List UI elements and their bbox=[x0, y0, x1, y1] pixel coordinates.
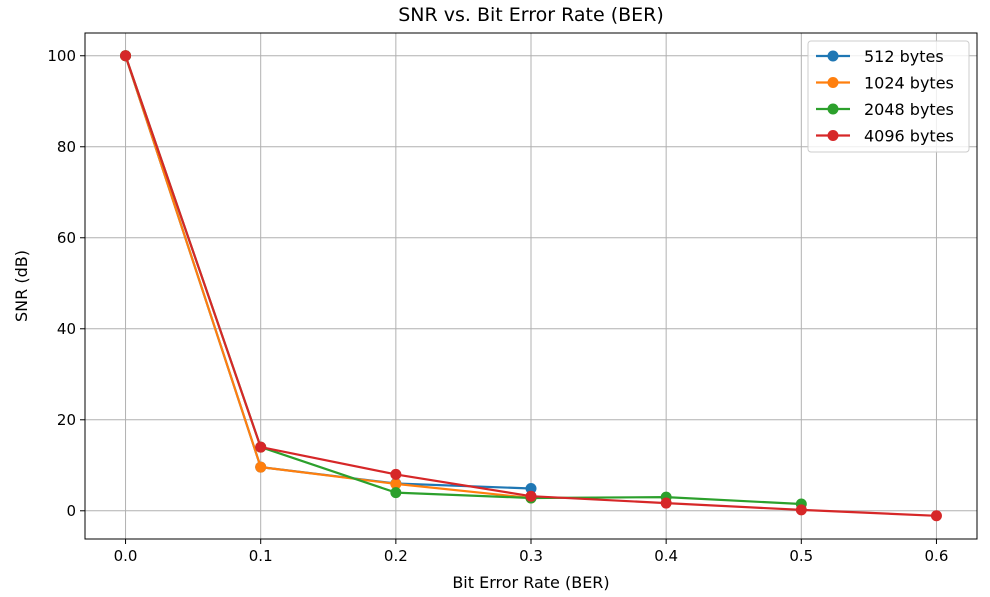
legend-item: 4096 bytes bbox=[816, 127, 954, 146]
data-point bbox=[390, 487, 402, 499]
y-tick-label: 60 bbox=[57, 229, 76, 247]
x-tick-label: 0.1 bbox=[249, 547, 273, 565]
series-4096-bytes bbox=[120, 50, 942, 522]
series-line bbox=[124, 55, 532, 500]
legend-label: 4096 bytes bbox=[864, 127, 954, 146]
y-tick-label: 100 bbox=[47, 47, 76, 65]
legend-marker bbox=[827, 77, 839, 88]
series-layer bbox=[120, 50, 942, 522]
legend-label: 512 bytes bbox=[864, 47, 944, 66]
data-point bbox=[390, 468, 402, 480]
x-tick-label: 0.4 bbox=[654, 547, 678, 565]
legend-box bbox=[807, 40, 970, 153]
chart-title: SNR vs. Bit Error Rate (BER) bbox=[398, 4, 664, 26]
x-tick-label: 0.0 bbox=[114, 547, 138, 565]
legend-marker bbox=[827, 103, 839, 115]
y-axis-title: SNR (dB) bbox=[12, 250, 31, 322]
legend-item: 1024 bytes bbox=[816, 74, 954, 93]
x-axis-ticks: 0.0 0.1 0.2 0.3 0.4 0.5 0.6 bbox=[114, 539, 949, 565]
y-axis-ticks: 0 20 40 60 80 100 bbox=[47, 47, 85, 520]
data-point bbox=[120, 50, 132, 62]
legend-marker bbox=[827, 50, 839, 62]
x-tick-label: 0.2 bbox=[384, 547, 408, 565]
y-tick-label: 40 bbox=[57, 320, 76, 338]
data-point bbox=[525, 482, 537, 494]
legend-item: 512 bytes bbox=[816, 47, 944, 66]
legend: 512 bytes 1024 bytes 2048 bytes 4096 bytes bbox=[807, 40, 970, 153]
x-axis-title: Bit Error Rate (BER) bbox=[452, 573, 609, 592]
y-tick-label: 80 bbox=[57, 138, 76, 156]
data-point bbox=[255, 461, 267, 473]
x-tick-label: 0.5 bbox=[789, 547, 813, 565]
x-tick-label: 0.3 bbox=[519, 547, 543, 565]
legend-item: 2048 bytes bbox=[816, 100, 954, 119]
data-point bbox=[525, 490, 537, 502]
legend-label: 2048 bytes bbox=[864, 100, 954, 119]
data-point bbox=[660, 497, 672, 509]
data-point bbox=[390, 478, 402, 490]
x-tick-label: 0.6 bbox=[925, 547, 949, 565]
data-point bbox=[795, 504, 807, 516]
data-point bbox=[255, 441, 267, 453]
data-point bbox=[930, 510, 942, 522]
y-tick-label: 0 bbox=[66, 502, 76, 520]
legend-label: 1024 bytes bbox=[864, 74, 954, 93]
y-tick-label: 20 bbox=[57, 411, 76, 429]
legend-marker bbox=[827, 130, 839, 141]
grid bbox=[85, 33, 977, 539]
